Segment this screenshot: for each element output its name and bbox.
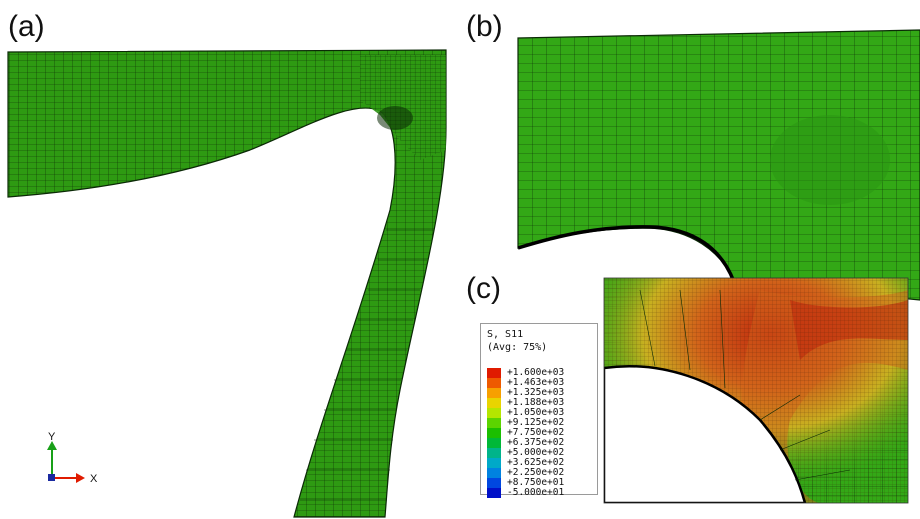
legend-value: +3.625e+02	[507, 457, 565, 468]
legend-row: +1.188e+03	[487, 398, 564, 408]
panel-label-c: (c)	[466, 272, 501, 305]
legend-swatch	[487, 478, 501, 488]
legend-swatch	[487, 458, 501, 468]
x-axis-label: X	[90, 473, 98, 485]
legend-value: +5.000e+02	[507, 447, 565, 458]
legend-swatch	[487, 488, 501, 498]
legend-row: -5.000e+01	[487, 488, 564, 498]
legend-swatch	[487, 398, 501, 408]
legend-swatch	[487, 368, 501, 378]
legend-row: +1.325e+03	[487, 388, 564, 398]
panel-c-contour	[604, 278, 908, 503]
legend-row: +1.600e+03	[487, 368, 564, 378]
legend-row: +2.250e+02	[487, 468, 564, 478]
legend-row: +3.625e+02	[487, 458, 564, 468]
z-axis-origin	[48, 474, 55, 481]
legend-swatch	[487, 418, 501, 428]
legend-swatch	[487, 388, 501, 398]
y-axis-label: Y	[48, 431, 56, 443]
legend-row: +9.125e+02	[487, 418, 564, 428]
legend-row: +1.463e+03	[487, 378, 564, 388]
panel-label-a: (a)	[8, 10, 45, 43]
legend-value: +1.463e+03	[507, 377, 565, 388]
mesh-notch-tip	[377, 106, 413, 130]
legend-value: +1.325e+03	[507, 387, 565, 398]
stress-legend: S, S11 (Avg: 75%) +1.600e+03 +1.463e+03 +1…	[480, 323, 598, 498]
panel-c-frame	[603, 277, 909, 504]
mesh-swirl-b	[770, 115, 890, 205]
legend-value: -5.000e+01	[507, 487, 565, 498]
legend-swatch	[487, 448, 501, 458]
legend-swatch	[487, 438, 501, 448]
legend-value: +1.600e+03	[507, 367, 565, 378]
legend-row: +8.750e+01	[487, 478, 564, 488]
legend-value: +6.375e+02	[507, 437, 565, 448]
legend-row: +6.375e+02	[487, 438, 564, 448]
legend-value: +8.750e+01	[507, 477, 565, 488]
legend-value: +2.250e+02	[507, 467, 565, 478]
mesh-body-a	[7, 49, 447, 518]
notch-cutout-c	[604, 365, 807, 503]
legend-row: +1.050e+03	[487, 408, 564, 418]
legend-value: +1.188e+03	[507, 397, 565, 408]
legend-swatch	[487, 468, 501, 478]
legend-value: +7.750e+02	[507, 427, 565, 438]
legend-swatch	[487, 428, 501, 438]
legend-swatch	[487, 408, 501, 418]
axis-triad: Y X	[47, 431, 98, 485]
legend-value: +1.050e+03	[507, 407, 565, 418]
legend-swatch	[487, 378, 501, 388]
legend-row: +7.750e+02	[487, 428, 564, 438]
legend-variable: S, S11	[487, 329, 524, 340]
panel-a-mesh	[7, 49, 447, 518]
notch-edge-b	[517, 225, 736, 283]
panel-label-b: (b)	[466, 10, 503, 43]
legend-averaging: (Avg: 75%)	[487, 342, 548, 353]
legend-row: +5.000e+02	[487, 448, 564, 458]
legend-value: +9.125e+02	[507, 417, 565, 428]
panel-b-mesh	[517, 29, 920, 301]
